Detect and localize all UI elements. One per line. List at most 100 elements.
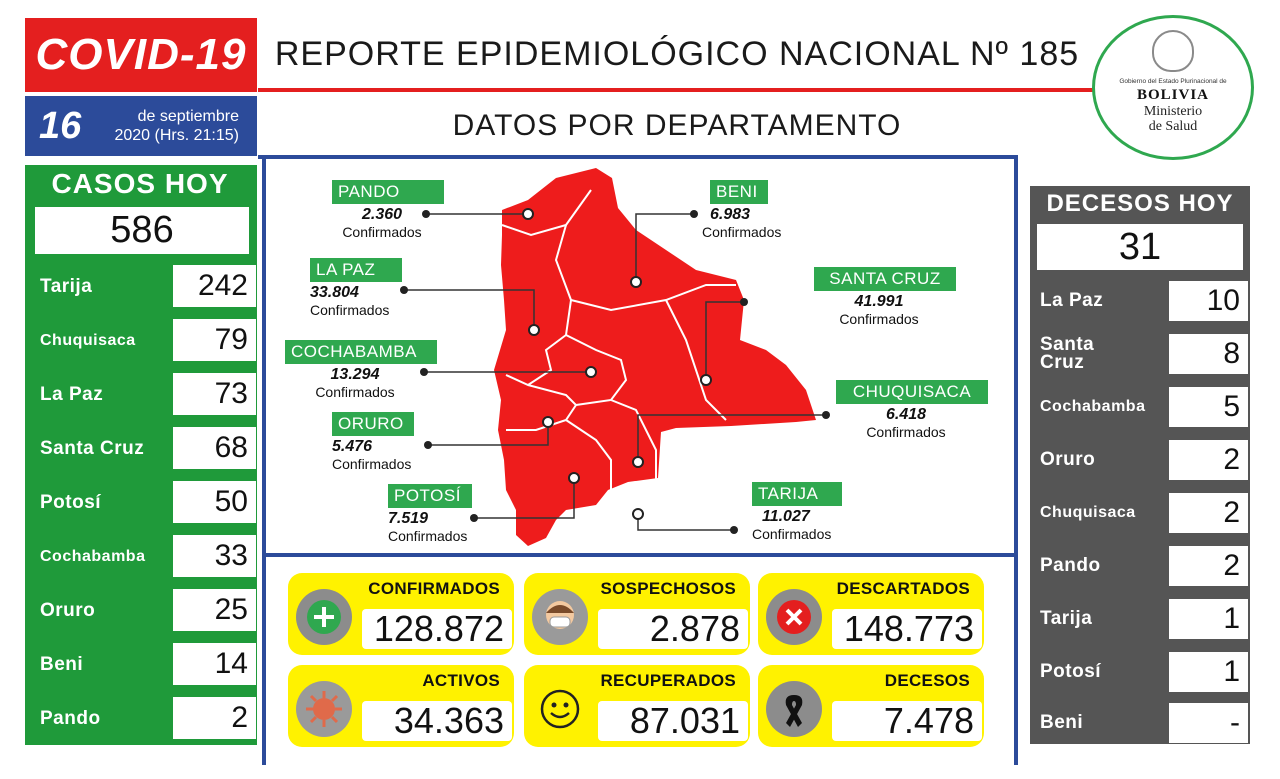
dept-tag: SANTA CRUZ	[814, 267, 956, 291]
card-activos: ACTIVOS 34.363	[288, 665, 514, 747]
dept-name: Chuquisaca	[1040, 504, 1136, 521]
map-label-potosi: POTOSÍ 7.519 Confirmados	[388, 484, 472, 544]
map-label-tarija: TARIJA 11.027 Confirmados	[752, 482, 842, 542]
covid-title-badge: COVID-19	[25, 18, 257, 92]
dept-value: 2	[1168, 493, 1248, 533]
border-chuqui	[610, 399, 657, 480]
emblem-ministry-2: de Salud	[1148, 119, 1198, 134]
decesos-row: La Paz 10	[1034, 278, 1248, 324]
dept-tag: BENI	[710, 180, 768, 204]
leader-beni	[635, 213, 694, 280]
casos-row: La Paz 73	[30, 370, 256, 418]
border-potosi	[565, 419, 612, 490]
dept-tag: LA PAZ	[310, 258, 402, 282]
card-value: 2.878	[598, 609, 748, 649]
dept-tag: TARIJA	[752, 482, 842, 506]
dept-tag: ORURO	[332, 412, 414, 436]
dept-confirmed-value: 13.294	[330, 366, 380, 383]
card-label: SOSPECHOSOS	[600, 579, 736, 598]
coat-of-arms-icon	[1152, 30, 1194, 72]
confirmed-label: Confirmados	[315, 384, 395, 400]
dept-confirmed-value: 11.027	[762, 508, 810, 525]
confirmed-label: Confirmados	[332, 456, 412, 472]
dept-tag: COCHABAMBA	[285, 340, 437, 364]
mourning-ribbon-icon	[766, 681, 822, 737]
card-label: CONFIRMADOS	[368, 579, 500, 598]
dept-name: Oruro	[40, 599, 96, 621]
decesos-row: Potosí 1	[1034, 649, 1248, 695]
marker-chuqui	[632, 456, 644, 468]
decesos-row: Chuquisaca 2	[1034, 490, 1248, 536]
border-tarija	[610, 479, 686, 491]
casos-hoy-total: 586	[35, 207, 249, 254]
header-divider-red	[258, 88, 1098, 92]
dept-confirmed-value: 6.418	[885, 406, 927, 423]
dept-confirmed-value: 2.360	[361, 206, 403, 223]
dept-confirmed-value: 6.983	[710, 206, 751, 223]
casos-row: Chuquisaca 79	[30, 316, 256, 364]
leader-scz	[705, 301, 744, 380]
dept-value: 2	[1168, 546, 1248, 586]
card-value: 7.478	[832, 701, 982, 741]
leader-lapaz	[404, 289, 535, 330]
dot-pando	[422, 210, 430, 218]
dot-scz	[740, 298, 748, 306]
border-lapaz	[505, 224, 573, 387]
dept-value: 2	[173, 697, 256, 739]
casos-row: Tarija 242	[30, 262, 256, 310]
virus-icon	[296, 681, 352, 737]
dept-confirmed-value: 5.476	[332, 438, 373, 455]
dept-value: 14	[173, 643, 256, 685]
dept-name: La Paz	[40, 383, 104, 405]
dept-name: La Paz	[1040, 290, 1104, 311]
department-borders	[501, 189, 736, 491]
dept-name: Santa Cruz	[40, 437, 145, 459]
dept-name: Cochabamba	[40, 547, 146, 565]
card-value: 34.363	[362, 701, 512, 741]
date-badge: 16 de septiembre 2020 (Hrs. 21:15)	[25, 96, 257, 156]
casos-row: Pando 2	[30, 694, 256, 742]
frame-line-right	[1014, 155, 1018, 765]
marker-tarija	[632, 508, 644, 520]
confirmed-label: Confirmados	[388, 528, 468, 544]
decesos-hoy-label: DECESOS HOY	[1046, 190, 1234, 217]
label-dots	[400, 210, 830, 534]
decesos-row: Beni -	[1034, 700, 1248, 746]
dot-oruro	[424, 441, 432, 449]
dept-name: Pando	[40, 707, 101, 729]
dot-chuqui	[822, 411, 830, 419]
date-day: 16	[39, 104, 82, 147]
casos-hoy-label: CASOS HOY	[51, 168, 229, 199]
marker-potosi	[568, 472, 580, 484]
confirmed-label: Confirmados	[866, 424, 946, 440]
decesos-row: Cochabamba 5	[1034, 384, 1248, 430]
border-scz	[665, 299, 727, 421]
decesos-row: Tarija 1	[1034, 596, 1248, 642]
leader-lines	[404, 213, 826, 531]
card-label: RECUPERADOS	[600, 671, 736, 690]
dept-confirmed-value: 41.991	[854, 293, 904, 310]
border-oruro	[506, 384, 578, 431]
dot-tarija	[730, 526, 738, 534]
decesos-row: Santa Cruz 8	[1034, 331, 1248, 377]
smile-icon	[532, 681, 588, 737]
card-label: ACTIVOS	[422, 671, 500, 690]
dept-name: Santa Cruz	[1040, 334, 1095, 373]
card-value: 148.773	[832, 609, 982, 649]
confirmed-label: Confirmados	[702, 224, 782, 240]
map-label-lapaz: LA PAZ 33.804 Confirmados	[310, 258, 402, 318]
dot-potosi	[470, 514, 478, 522]
dept-value: 79	[173, 319, 256, 361]
dept-name: Oruro	[1040, 449, 1096, 470]
dept-tag: PANDO	[332, 180, 444, 204]
dept-name: Tarija	[40, 275, 93, 297]
dot-cocha	[420, 368, 428, 376]
decesos-hoy-total: 31	[1037, 224, 1243, 270]
header-divider-blue	[258, 155, 1018, 159]
dept-confirmed-value: 33.804	[310, 284, 359, 301]
dept-value: 1	[1168, 599, 1248, 639]
dept-name: Potosí	[40, 491, 102, 513]
card-confirmados: CONFIRMADOS 128.872	[288, 573, 514, 655]
emblem-gov-text: Gobierno del Estado Plurinacional de	[1119, 78, 1227, 85]
leader-potosi	[474, 478, 575, 519]
